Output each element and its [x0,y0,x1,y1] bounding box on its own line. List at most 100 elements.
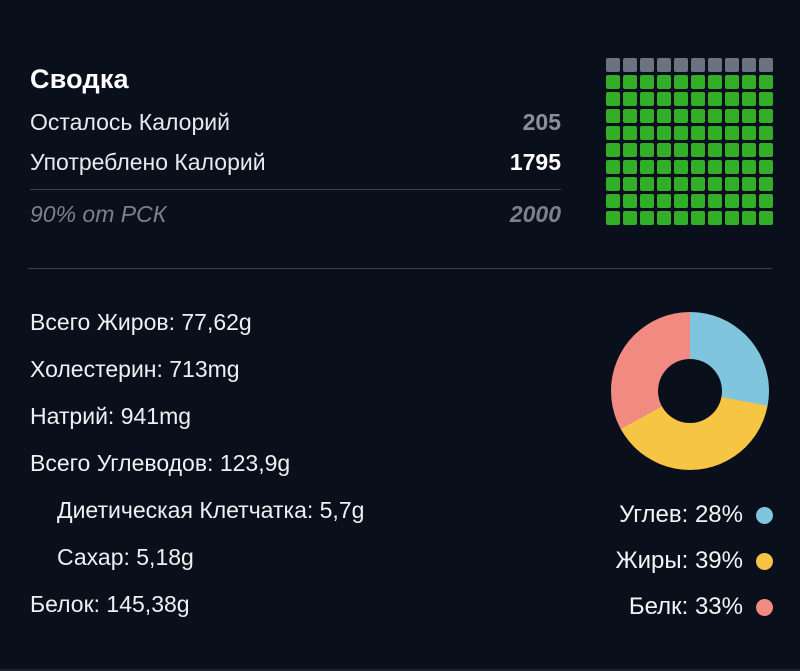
waffle-cell-filled [742,126,756,140]
goal-percent-label: 90% от РСК [30,201,167,227]
waffle-cell-filled [640,126,654,140]
waffle-cell-filled [657,143,671,157]
waffle-cell-filled [725,109,739,123]
waffle-cell-filled [606,194,620,208]
waffle-cell-filled [674,109,688,123]
macros-legend: Углев: 28% Жиры: 39% Белк: 33% [615,502,773,620]
waffle-cell-filled [674,160,688,174]
waffle-cell-filled [691,194,705,208]
waffle-cell-filled [623,194,637,208]
legend-row: Белк: 33% [629,594,773,620]
goal-total-value: 2000 [509,201,561,227]
waffle-cell-empty [623,58,637,72]
nutrient-item: Белок: 145,38g [30,591,190,617]
nutrient-item: Холестерин: 713mg [30,356,240,382]
waffle-cell-filled [759,194,773,208]
waffle-cell-filled [606,126,620,140]
waffle-cell-filled [674,92,688,106]
waffle-cell-filled [657,160,671,174]
waffle-cell-filled [708,194,722,208]
waffle-cell-filled [606,177,620,191]
waffle-cell-empty [657,58,671,72]
legend-label: Белк: 33% [628,593,743,620]
waffle-cell-empty [725,58,739,72]
waffle-cell-filled [623,109,637,123]
waffle-cell-filled [691,109,705,123]
waffle-cell-filled [725,194,739,208]
waffle-cell-filled [691,160,705,174]
nutrient-item: Натрий: 941mg [30,403,192,429]
calories-consumed-value: 1795 [509,149,561,175]
waffle-cell-filled [725,75,739,89]
waffle-cell-filled [759,126,773,140]
waffle-cell-filled [640,177,654,191]
nutrient-item: Всего Жиров: 77,62g [30,309,252,335]
waffle-cell-filled [759,75,773,89]
calorie-progress-waffle-chart [606,58,773,225]
waffle-cell-filled [708,109,722,123]
waffle-cell-filled [708,177,722,191]
waffle-cell-filled [691,75,705,89]
waffle-cell-filled [708,126,722,140]
waffle-cell-filled [640,194,654,208]
legend-color-dot [756,506,773,524]
waffle-cell-filled [725,177,739,191]
legend-label: Жиры: 39% [615,547,743,574]
waffle-cell-filled [657,75,671,89]
waffle-cell-empty [691,58,705,72]
calories-remaining-label: Осталось Калорий [30,109,230,135]
calories-remaining-row: Осталось Калорий 205 [30,108,561,136]
waffle-cell-filled [674,194,688,208]
waffle-cell-filled [640,160,654,174]
waffle-cell-filled [725,92,739,106]
legend-row: Жиры: 39% [615,548,773,574]
waffle-cell-filled [657,109,671,123]
waffle-cell-filled [742,177,756,191]
waffle-cell-filled [657,194,671,208]
waffle-cell-filled [691,92,705,106]
waffle-cell-filled [606,143,620,157]
waffle-cell-filled [623,143,637,157]
waffle-cell-filled [691,143,705,157]
waffle-cell-filled [725,211,739,225]
waffle-cell-filled [742,143,756,157]
waffle-cell-filled [623,75,637,89]
waffle-cell-filled [742,109,756,123]
page-title: Сводка [30,64,129,94]
calories-consumed-row: Употреблено Калорий 1795 [30,148,561,176]
waffle-cell-filled [606,75,620,89]
legend-label: Углев: 28% [619,501,743,528]
waffle-cell-empty [674,58,688,72]
waffle-cell-filled [640,143,654,157]
waffle-cell-filled [742,92,756,106]
waffle-cell-filled [657,126,671,140]
waffle-cell-filled [708,143,722,157]
waffle-cell-filled [759,92,773,106]
legend-color-dot [756,598,773,616]
waffle-cell-filled [623,126,637,140]
calories-remaining-value: 205 [522,109,561,135]
goal-row: 90% от РСК 2000 [30,200,561,228]
waffle-cell-filled [742,194,756,208]
waffle-cell-filled [674,177,688,191]
waffle-cell-filled [708,75,722,89]
waffle-cell-filled [725,160,739,174]
waffle-cell-filled [708,92,722,106]
waffle-cell-filled [640,75,654,89]
waffle-cell-empty [708,58,722,72]
waffle-cell-filled [606,92,620,106]
waffle-cell-filled [691,177,705,191]
waffle-cell-filled [708,160,722,174]
nutrient-item: Всего Углеводов: 123,9g [30,450,291,476]
waffle-cell-empty [640,58,654,72]
waffle-cell-filled [623,92,637,106]
section-divider [28,268,772,269]
waffle-cell-filled [606,160,620,174]
waffle-cell-filled [674,75,688,89]
waffle-cell-filled [640,109,654,123]
macros-donut-chart [611,312,769,470]
bottom-edge-divider [0,669,800,671]
waffle-cell-filled [674,143,688,157]
waffle-cell-filled [742,211,756,225]
